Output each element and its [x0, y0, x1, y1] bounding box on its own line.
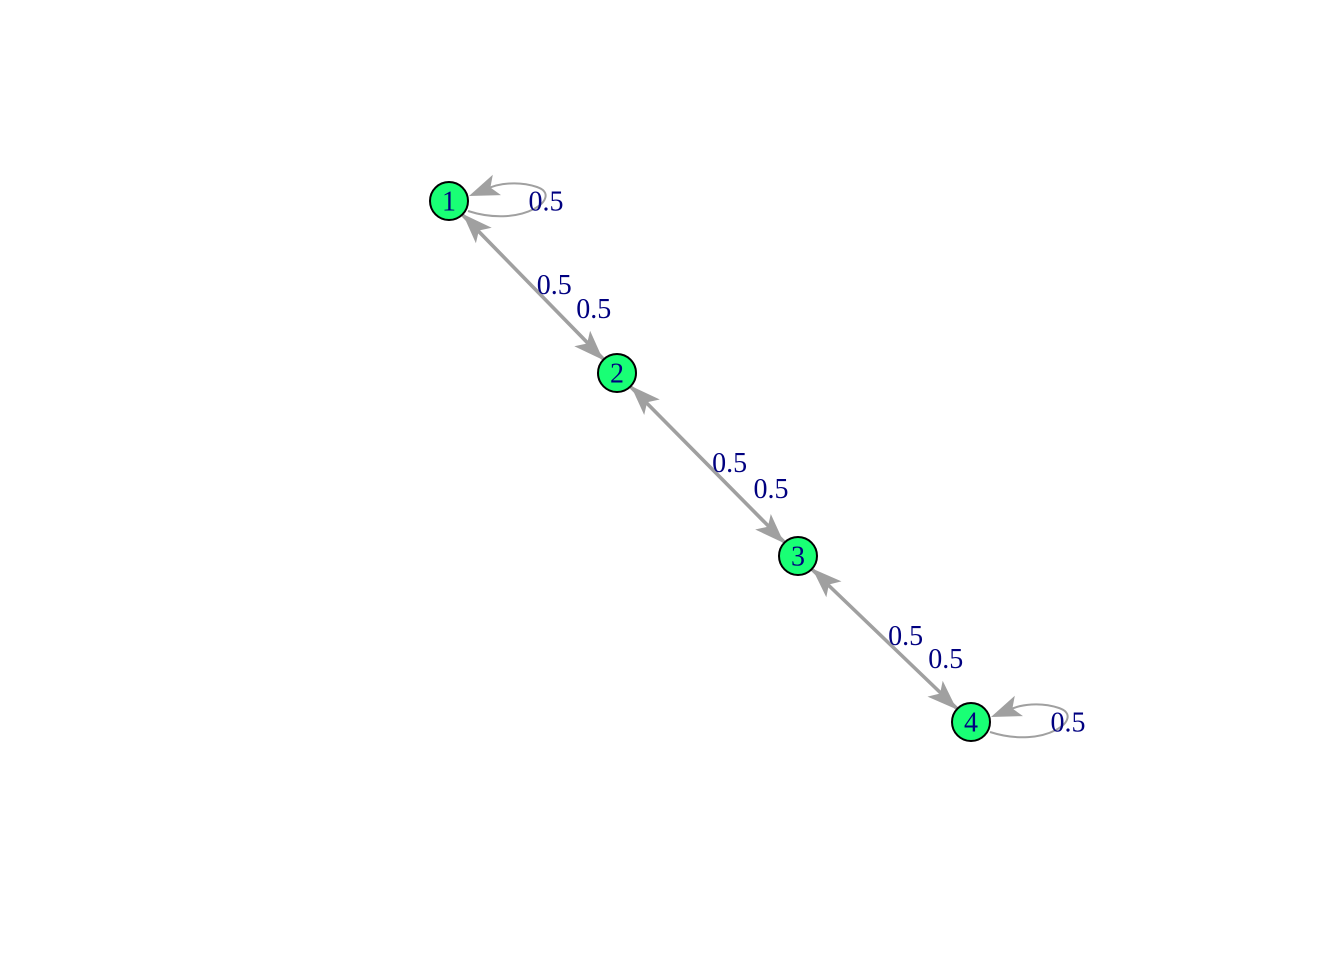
edge-line: [460, 214, 604, 361]
edge-4-4: [989, 695, 1069, 739]
node-1: 1: [429, 181, 469, 221]
edge-arrowhead: [927, 680, 957, 710]
edge-4-3: [811, 567, 959, 710]
node-label: 1: [442, 187, 456, 218]
edge-arrowhead: [574, 330, 604, 360]
edge-1-1: [467, 174, 547, 218]
node-label: 2: [610, 359, 624, 390]
edge-label-2-1: 0.5: [576, 294, 611, 325]
edge-arrowhead: [462, 214, 492, 244]
self-loop-arrowhead: [991, 695, 1023, 717]
edge-label-4-4: 0.5: [1051, 708, 1086, 739]
edge-label-1-1: 0.5: [529, 187, 564, 218]
node-circle: [597, 353, 637, 393]
edge-arrowhead: [630, 385, 660, 415]
edge-line: [811, 567, 959, 710]
node-label: 3: [791, 542, 805, 573]
edge-1-2: [460, 214, 604, 361]
node-circle: [429, 181, 469, 221]
edge-label-3-2: 0.5: [754, 474, 789, 505]
edge-line: [810, 568, 958, 711]
node-4: 4: [951, 702, 991, 742]
edge-arrowhead: [755, 514, 785, 544]
node-3: 3: [778, 536, 818, 576]
edge-2-1: [462, 213, 606, 360]
self-loop-line: [989, 703, 1069, 739]
edge-3-4: [810, 568, 958, 711]
edge-label-4-3: 0.5: [928, 644, 963, 675]
self-loop-line: [467, 182, 547, 218]
edge-label-1-2: 0.5: [537, 270, 572, 301]
nodes-layer: 1 2 3 4: [429, 181, 991, 742]
edge-arrowhead: [812, 568, 842, 598]
edges-layer: [460, 174, 1069, 739]
node-2: 2: [597, 353, 637, 393]
edge-label-2-3: 0.5: [712, 448, 747, 479]
node-circle: [778, 536, 818, 576]
edge-label-3-4: 0.5: [888, 621, 923, 652]
edge-line: [462, 213, 606, 360]
edge-3-2: [630, 385, 786, 543]
edge-2-3: [629, 386, 785, 544]
edge-labels-layer: 0.50.50.50.50.50.50.50.5: [529, 187, 1086, 739]
edge-line: [630, 385, 786, 543]
node-circle: [951, 702, 991, 742]
self-loop-arrowhead: [469, 174, 501, 196]
edge-line: [629, 386, 785, 544]
node-label: 4: [964, 708, 978, 739]
